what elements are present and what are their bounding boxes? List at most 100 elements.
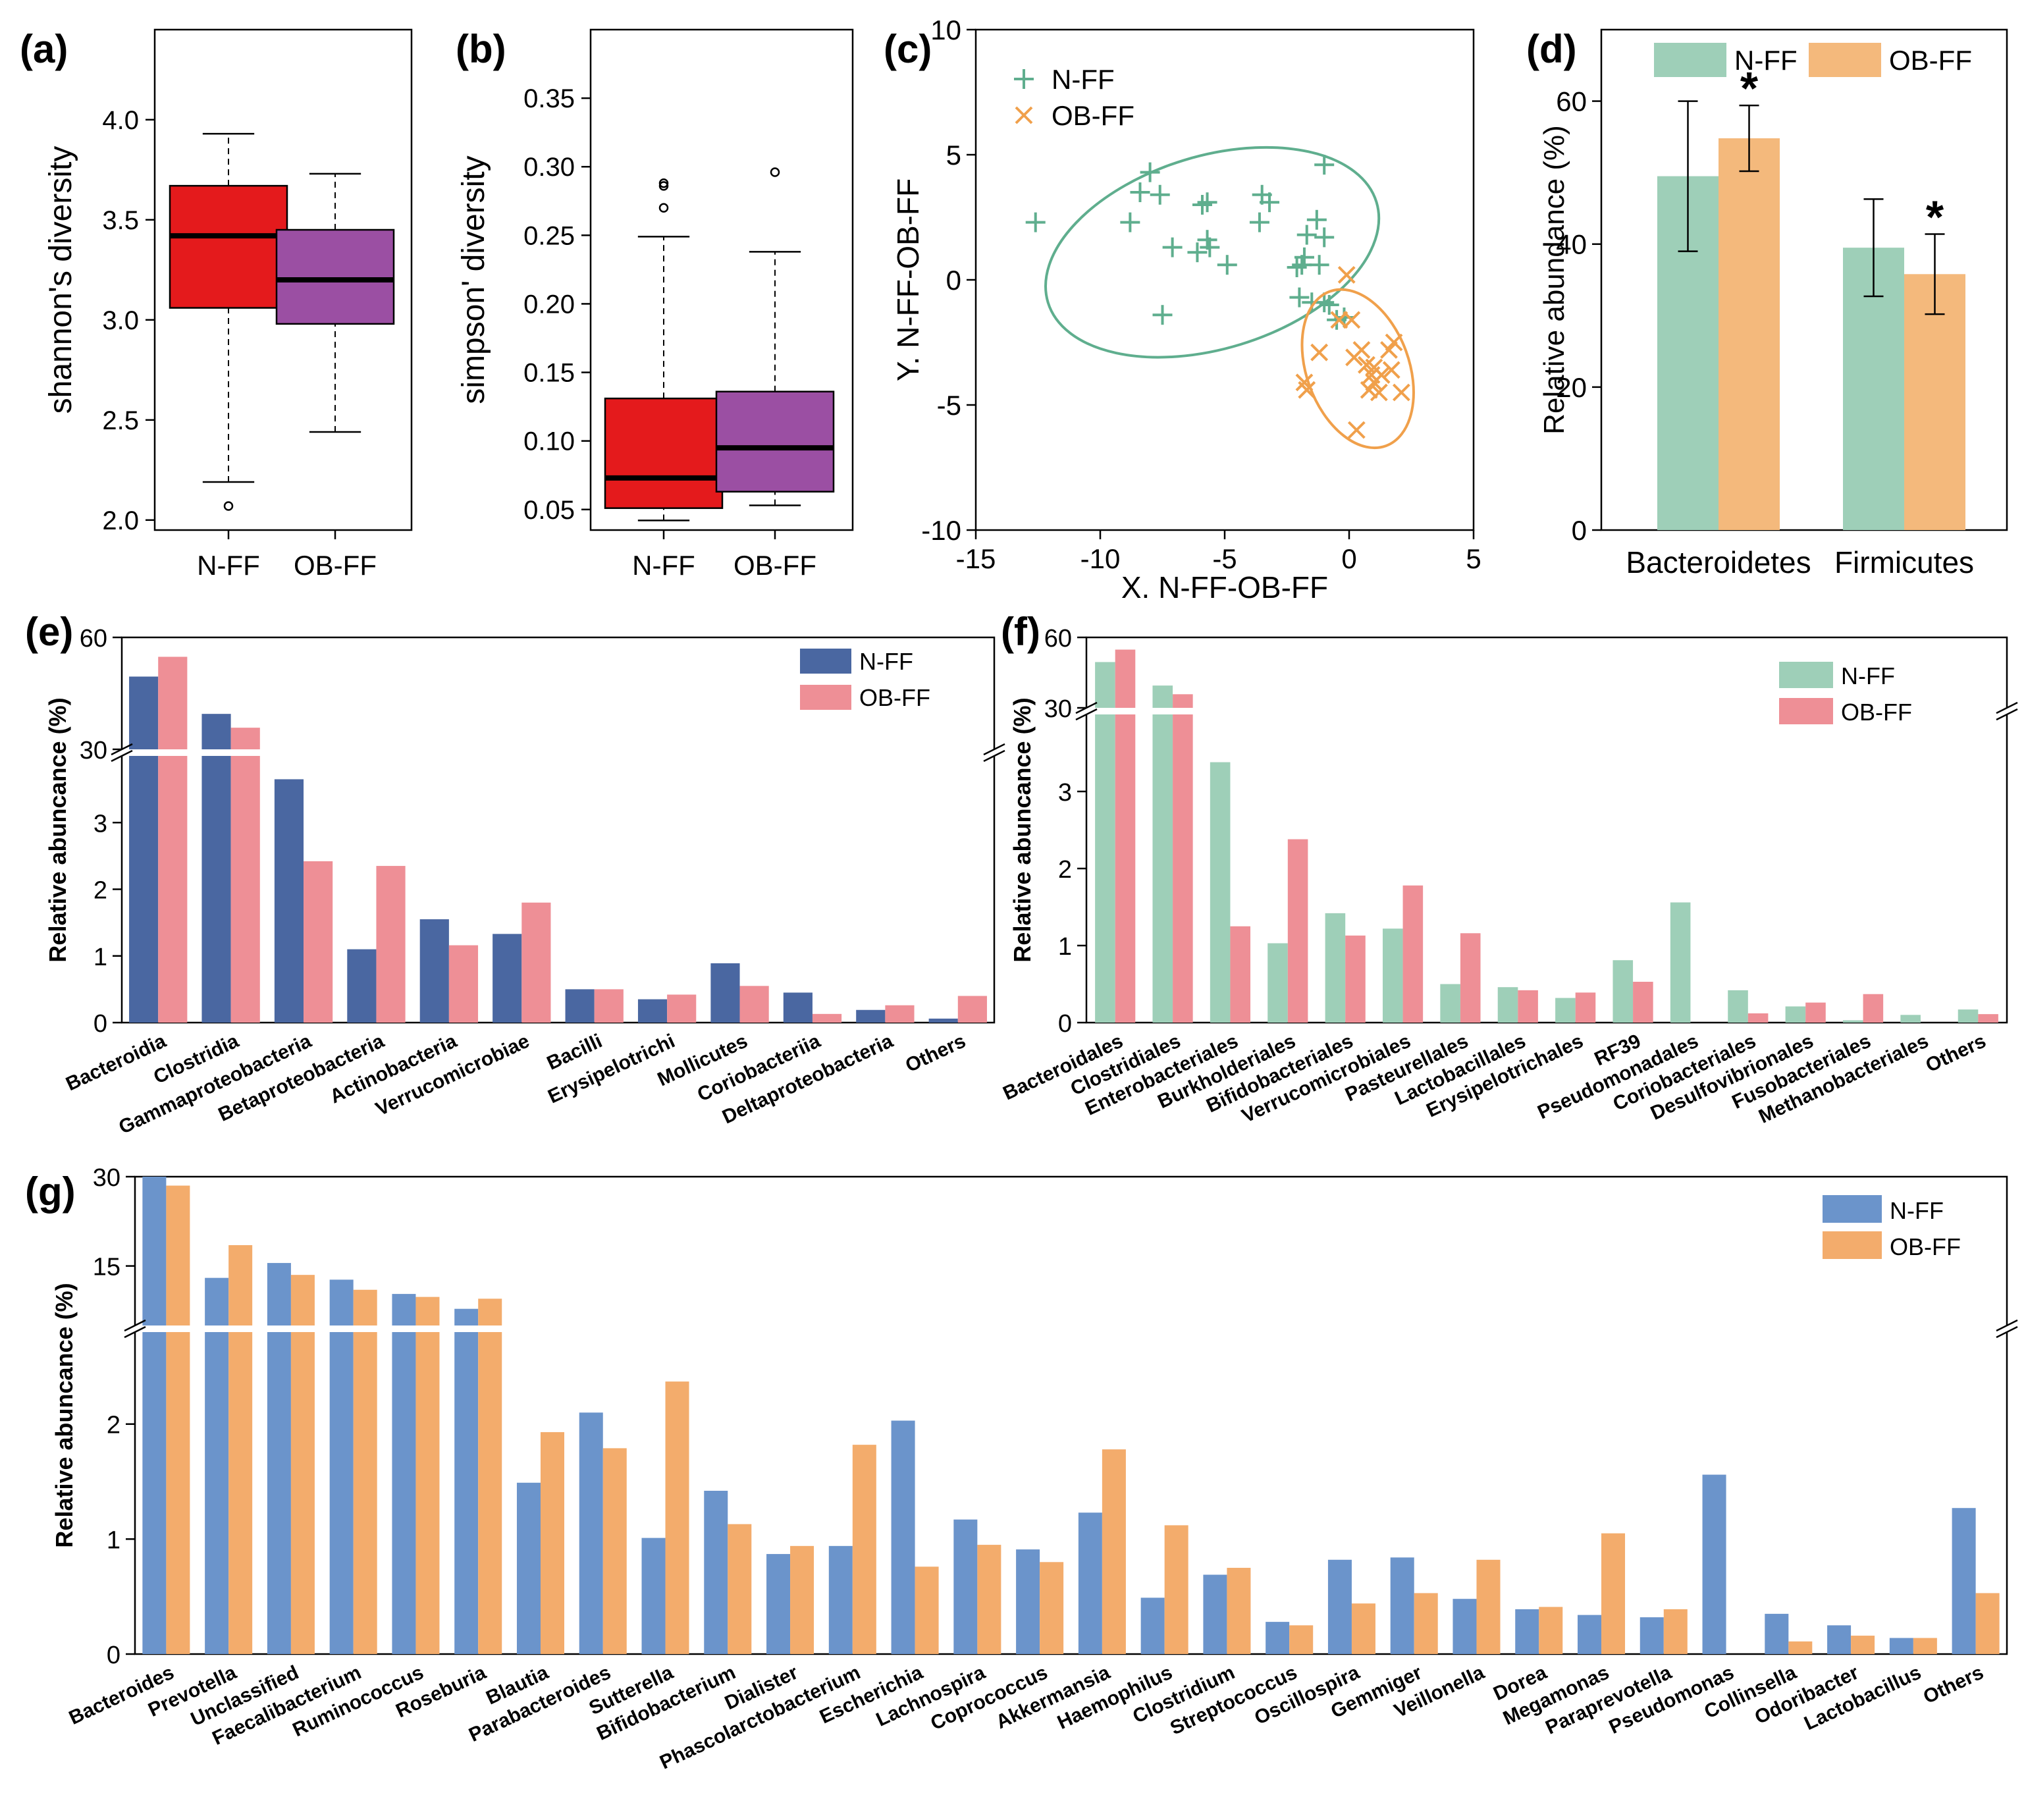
scatter-point [1150,184,1170,205]
marker-stroke [1372,365,1391,384]
box-body [604,397,724,509]
bar-OB-FF [1040,1562,1064,1654]
bar-OB-FF [228,1245,253,1654]
legend-swatch [1779,698,1833,724]
bar-N-FF [347,949,377,1023]
scatter-point [1347,421,1366,439]
panel-b: 0.05 0.10 0.15 0.20 0.25 0.30 0.35 simpson' div… [456,28,854,581]
y-axis-label: Relative abuncance (%) [44,697,71,962]
legend-item: N-FF [1779,662,1895,689]
bar-OB-FF [790,1545,814,1654]
marker-stroke [1295,373,1314,392]
axis-break-mark [1996,701,2018,714]
x-tick-label: Firmicutes [1834,545,1974,579]
y-tick-label: 0 [946,265,961,296]
scatter-point [1289,287,1310,308]
scatter-point [1249,212,1269,232]
bar-N-FF [641,1538,666,1654]
y-tick-label: 30 [80,737,107,764]
x-axis-label: X. N-FF-OB-FF [1121,570,1328,604]
marker-stroke [1343,311,1361,329]
scatter-point [1187,242,1208,263]
bar-OB-FF [1287,839,1308,1023]
marker-stroke [1360,381,1378,399]
y-tick-label: 60 [1044,625,1072,653]
outlier-point [223,501,234,511]
marker-stroke [1347,421,1366,439]
bar-N-FF [516,1482,541,1654]
error-bar [1678,100,1698,252]
bar-OB-FF [812,1013,842,1023]
bar-N-FF [891,1420,915,1654]
plot-frame [589,28,854,531]
legend-label: N-FF [1841,662,1895,689]
bar-N-FF [1613,960,1634,1023]
outlier-point [658,181,669,191]
y-tick-label: 2 [107,1412,120,1439]
marker-stroke [1310,343,1329,361]
scatter-point [1352,340,1371,359]
x-tick-label: 5 [1466,543,1481,574]
y-tick-label: 0 [107,1642,120,1669]
bar-N-FF [1639,1617,1664,1654]
plot-frame [153,28,413,531]
bar-OB-FF [728,1524,752,1654]
bar-OB-FF [376,866,406,1023]
marker-stroke [1392,383,1410,402]
bar-N-FF [704,1491,728,1654]
y-tick-label: 0.30 [523,153,575,182]
bar-N-FF [1152,685,1173,1023]
bar-OB-FF [353,1289,377,1654]
x-tick-label: -15 [956,543,996,574]
bar-N-FF [1889,1638,1913,1654]
legend-item: N-FF [1823,1195,1944,1224]
x-tick-label: 0 [1341,543,1356,574]
legend-item: OB-FF [1823,1231,1961,1260]
plot-frame [120,636,996,1024]
marker-stroke [1358,356,1375,374]
marker-stroke [1385,333,1403,352]
y-axis-label: Relative abuncance (%) [51,1283,78,1547]
bar-N-FF [1728,990,1748,1023]
x-tick-label: N-FF [197,550,260,581]
bar-OB-FF [1115,649,1136,1023]
legend-item: N-FF [1014,64,1115,95]
marker-stroke [1352,340,1371,359]
scatter-point [1310,343,1329,361]
bar-N-FF [1578,1615,1602,1654]
plot-frame [1085,636,2008,1024]
bar-OB-FF [1904,274,1965,530]
legend-label: OB-FF [1889,45,1972,76]
scatter-point [1372,365,1391,384]
bar-OB-FF [1719,138,1780,530]
bar-OB-FF [415,1297,440,1654]
legend-swatch [1823,1195,1882,1223]
scatter-point [1200,237,1220,257]
scatter-point [1392,383,1410,402]
bar-N-FF [1900,1015,1921,1023]
scatter-point [1360,381,1378,399]
bar-N-FF [1140,1597,1165,1654]
scatter-point [1370,383,1388,402]
axis-break-mark [124,1319,146,1332]
bar-OB-FF [230,728,260,1023]
bar-OB-FF [1633,981,1653,1023]
bar-N-FF [828,1545,853,1654]
legend-swatch [800,649,851,674]
x-tick-label: Bacteroidetes [1626,545,1811,579]
bar-OB-FF [1173,694,1193,1023]
y-tick-label: 40 [1556,229,1587,260]
bar-OB-FF [957,996,987,1023]
legend-item: N-FF [1654,43,1798,77]
scatter-point [1152,305,1173,325]
y-tick-label: 4.0 [102,106,139,135]
significance-star: * [1926,192,1944,243]
bar-N-FF [129,676,159,1023]
legend-swatch [800,685,851,710]
y-tick-label: 15 [93,1254,120,1281]
x-tick-label: -5 [1212,543,1237,574]
bar-OB-FF [478,1298,502,1654]
scatter-point [1306,209,1327,230]
bar-N-FF [267,1263,291,1654]
